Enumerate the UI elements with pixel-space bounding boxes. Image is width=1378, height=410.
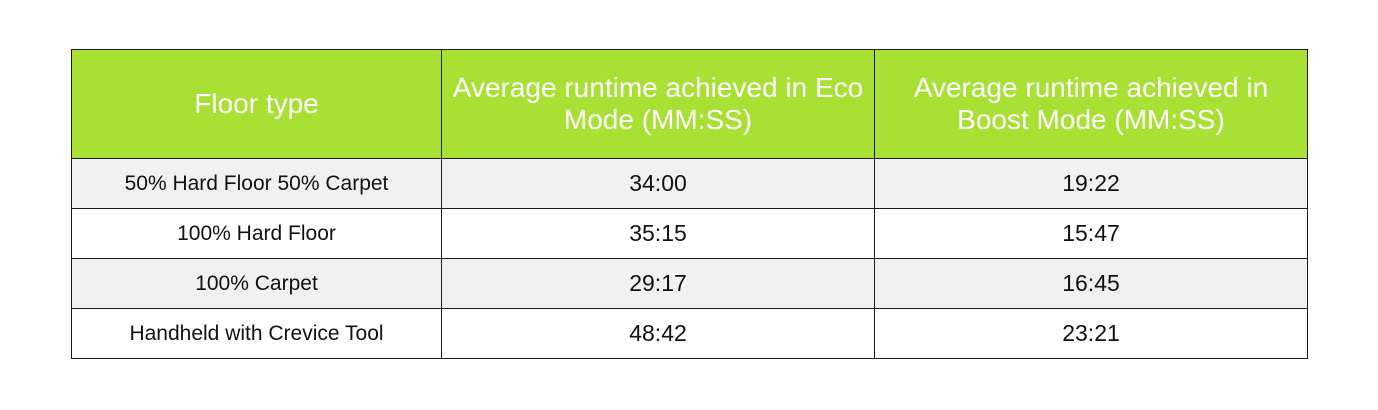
eco-runtime-cell: 34:00 <box>441 158 875 209</box>
header-eco-mode: Average runtime achieved in Eco Mode (MM… <box>441 49 875 159</box>
table-row: 50% Hard Floor 50% Carpet 34:00 19:22 <box>71 158 1308 209</box>
eco-runtime-cell: 29:17 <box>441 258 875 309</box>
header-row: Floor type Average runtime achieved in E… <box>71 49 1308 159</box>
table-row: 100% Carpet 29:17 16:45 <box>71 258 1308 309</box>
eco-runtime-cell: 48:42 <box>441 308 875 359</box>
floor-type-cell: 100% Hard Floor <box>71 208 442 259</box>
table-row: Handheld with Crevice Tool 48:42 23:21 <box>71 308 1308 359</box>
boost-runtime-cell: 23:21 <box>874 308 1308 359</box>
floor-type-cell: 100% Carpet <box>71 258 442 309</box>
table-row: 100% Hard Floor 35:15 15:47 <box>71 208 1308 259</box>
header-floor-type: Floor type <box>71 49 442 159</box>
boost-runtime-cell: 15:47 <box>874 208 1308 259</box>
header-boost-mode: Average runtime achieved in Boost Mode (… <box>874 49 1308 159</box>
boost-runtime-cell: 16:45 <box>874 258 1308 309</box>
floor-type-cell: Handheld with Crevice Tool <box>71 308 442 359</box>
table-body: 50% Hard Floor 50% Carpet 34:00 19:22 10… <box>71 158 1308 359</box>
floor-type-cell: 50% Hard Floor 50% Carpet <box>71 158 442 209</box>
runtime-table: Floor type Average runtime achieved in E… <box>71 49 1308 359</box>
table-header: Floor type Average runtime achieved in E… <box>71 49 1308 159</box>
runtime-table-container: Floor type Average runtime achieved in E… <box>71 49 1308 359</box>
eco-runtime-cell: 35:15 <box>441 208 875 259</box>
boost-runtime-cell: 19:22 <box>874 158 1308 209</box>
